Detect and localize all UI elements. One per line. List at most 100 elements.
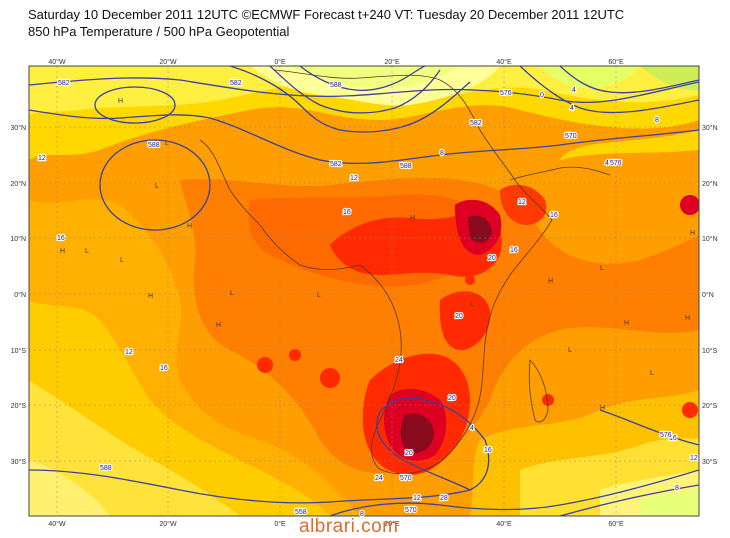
pressure-center-label: H [548,278,553,285]
temperature-contour-label: 24 [375,475,383,482]
lon-label: 20°E [384,58,400,66]
coastlines [199,69,611,475]
lon-label: 20°E [384,520,400,528]
temperature-contour-label: 20 [405,450,413,457]
temperature-contour-label: 28 [440,495,448,502]
pressure-center-label: H [118,98,123,105]
geopotential-contour-label: 582 [58,80,70,87]
lon-label: 60°E [608,58,624,66]
forecast-title: Saturday 10 December 2011 12UTC ©ECMWF F… [28,7,625,22]
pressure-center-labels: H L H L L H L H L H L H H L H L H L H H L H [60,98,695,412]
temperature-contour-label: 16 [669,435,677,442]
temperature-contour-label: 16 [510,247,518,254]
geopotential-contour-label: 570 [400,475,412,482]
pressure-center-label: H [475,235,480,242]
geopotential-contour-label: 588 [100,465,112,472]
pressure-center-label: H [216,322,221,329]
lon-label: 40°W [48,520,66,528]
lat-label: 0°N [702,291,714,299]
lat-label: 20°S [702,402,718,410]
temperature-contour-label: 4 [572,87,576,94]
temperature-contour-label: 20 [488,255,496,262]
lat-label: 10°S [11,347,27,355]
pressure-center-label: L [600,265,604,272]
temperature-labels: 12 16 12 16 16 12 8 4 0 4 4 8 12 16 20 16 20 24 20 20 24 28 16… [37,86,699,519]
map-frame [28,65,700,517]
temperature-contour-label: 24 [395,357,403,364]
pressure-center-label: H [187,223,192,230]
pressure-center-label: H [624,320,629,327]
pressure-center-label: H [60,248,65,255]
pressure-center-label: H [410,215,415,222]
temperature-contour-label: 16 [343,209,351,216]
lat-label: 30°S [11,458,27,466]
lon-label: 0°E [274,520,286,528]
temperature-contour-label: 4 [570,105,574,112]
geopotential-contour-label: 576 [610,160,622,167]
pressure-center-label: H [690,230,695,237]
lat-label: 20°N [702,180,718,188]
geopotential-contour-label: 570 [405,507,417,514]
temperature-contour-label: 8 [655,117,659,124]
pressure-center-label: H [148,293,153,300]
lat-label: 30°N [702,124,718,132]
temperature-contour-label: 4 [605,160,609,167]
pressure-center-label: L [165,140,169,147]
lat-label: 10°N [10,235,26,243]
geopotential-contour-label: 576 [500,90,512,97]
longitude-labels-top: 40°W 20°W 0°E 20°E 40°E 60°E [48,58,624,66]
pressure-center-label: H [600,405,605,412]
temperature-contour-label: 8 [360,511,364,518]
temperature-contour-label: 12 [413,495,421,502]
geopotential-contours [29,66,699,516]
temperature-contour-label: 12 [38,155,46,162]
lon-label: 40°E [496,58,512,66]
pressure-center-label: L [568,347,572,354]
pressure-center-label: L [85,248,89,255]
geopotential-contour-label: 582 [470,120,482,127]
temperature-contour-label: 8 [675,485,679,492]
geopotential-contour-label: 588 [330,82,342,89]
lat-label: 10°N [702,235,718,243]
pressure-center-label: H [685,315,690,322]
temperature-contour-label: 8 [440,150,444,157]
pressure-center-label: L [120,257,124,264]
geopotential-contour-label: 582 [230,80,242,87]
temperature-contour-label: 16 [160,365,168,372]
temperature-contour-label: 16 [484,447,492,454]
latitude-labels-right: 30°N 20°N 10°N 0°N 10°S 20°S 30°S [702,124,718,466]
pressure-center-label: L [230,290,234,297]
temperature-contour-label: 4 [470,425,474,432]
pressure-center-label: L [155,183,159,190]
lat-label: 20°N [10,180,26,188]
temperature-contour-label: 20 [455,313,463,320]
geopotential-contour-label: 588 [148,142,160,149]
temperature-field [29,66,699,516]
temperature-contour-label: 0 [540,92,544,99]
temperature-contour-label: 12 [125,349,133,356]
temperature-contour-label: 20 [448,395,456,402]
lat-label: 20°S [11,402,27,410]
graticule [29,66,699,516]
geopotential-contour-label: 588 [400,163,412,170]
temperature-contour-label: 12 [350,175,358,182]
lon-label: 0°E [274,58,286,66]
pressure-center-label: L [650,370,654,377]
temperature-contour-label: 16 [550,212,558,219]
lon-label: 20°W [159,520,177,528]
geopotential-labels: 582 588 582 588 576 570 576 582 588 582 588 576 570 5… [57,79,673,517]
lon-label: 20°W [159,58,177,66]
pressure-center-label: L [470,301,474,308]
geopotential-contour-label: 576 [660,432,672,439]
lat-label: 30°S [702,458,718,466]
lat-label: 0°N [14,291,26,299]
pressure-center-label: L [317,292,321,299]
geopotential-contour-label: 558 [295,509,307,516]
latitude-labels-left: 30°N 20°N 10°N 0°N 10°S 20°S 30°S [10,124,26,466]
longitude-labels-bottom: 40°W 20°W 0°E 20°E 40°E 60°E [48,520,624,528]
geopotential-contour-label: 582 [330,161,342,168]
lat-label: 30°N [10,124,26,132]
temperature-contour-label: 12 [518,199,526,206]
lon-label: 40°E [496,520,512,528]
